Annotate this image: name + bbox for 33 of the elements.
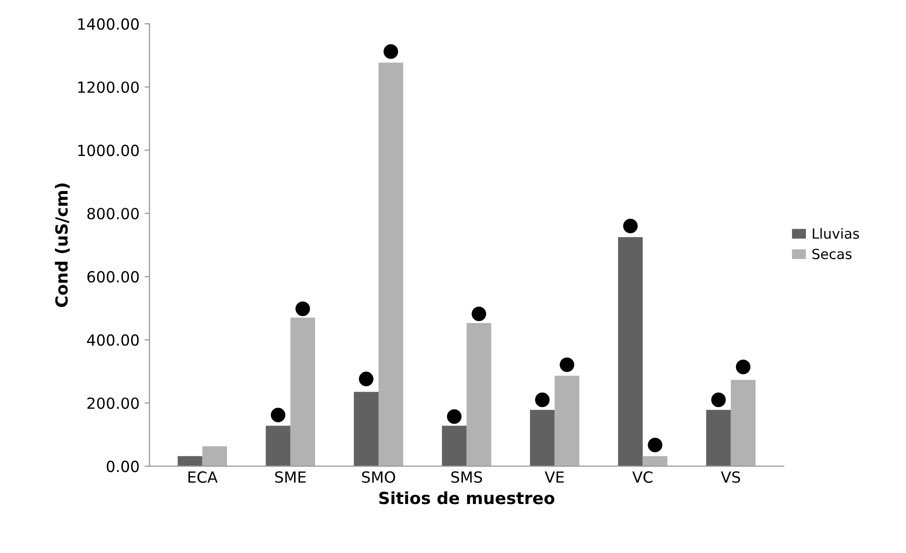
- y-tick-label: 0.00: [106, 460, 139, 472]
- x-tick-label: VE: [544, 472, 564, 483]
- x-tick-label: VS: [720, 471, 740, 483]
- y-tick-label: 800.00: [87, 208, 139, 220]
- y-tick-label: 200.00: [87, 397, 139, 409]
- x-tick-label: SME: [275, 471, 306, 483]
- bar: [466, 323, 492, 466]
- x-tick-label: SMO: [362, 471, 396, 483]
- x-tick-label: SMS: [451, 471, 482, 483]
- y-tick-label: 1000.00: [78, 144, 139, 156]
- bar: [554, 376, 580, 466]
- bar: [642, 456, 668, 466]
- x-tick-label: ECA: [188, 471, 218, 483]
- legend-label: Secas: [812, 248, 852, 260]
- y-axis-title: Cond (uS/cm): [54, 184, 70, 308]
- bar: [290, 318, 316, 466]
- x-axis-title: Sitios de muestreo: [379, 491, 554, 504]
- bar: [378, 62, 404, 466]
- y-tick-label: 1400.00: [78, 18, 139, 30]
- y-tick-label: 1200.00: [78, 81, 139, 93]
- legend-label: Lluvias: [812, 228, 860, 239]
- bar: [266, 426, 290, 466]
- bar: [202, 446, 228, 466]
- bar: [354, 392, 379, 466]
- bar: [530, 410, 555, 466]
- bar: [442, 426, 467, 466]
- bar: [706, 410, 731, 466]
- y-tick-label: 400.00: [87, 334, 139, 346]
- bar: [618, 237, 643, 466]
- bar: [178, 456, 202, 466]
- x-tick-label: VC: [632, 471, 652, 483]
- y-tick-label: 600.00: [87, 271, 139, 283]
- bar: [730, 380, 756, 466]
